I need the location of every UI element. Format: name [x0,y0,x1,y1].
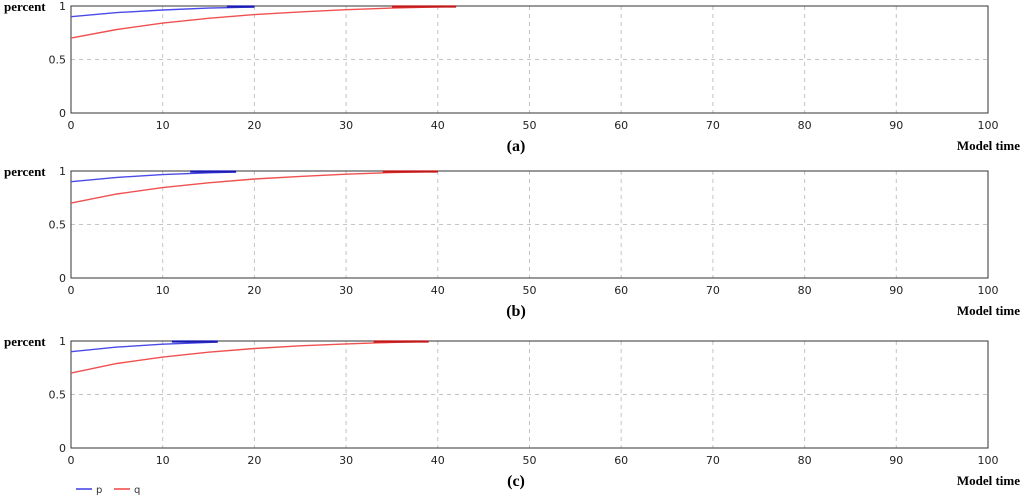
x-tick-label: 90 [889,454,903,467]
chart-panel-2: 0 10 20 30 40 50 60 70 80 90 100 0 0.5 1 percent Model … [4,164,1020,320]
x-axis-label: Model time [957,138,1020,153]
x-tick-label: 70 [706,119,720,132]
chart-panel-3: 0 10 20 30 40 50 60 70 80 90 100 0 0.5 1 percent Model … [4,334,1020,490]
x-tick-label: 80 [798,119,812,132]
x-tick-label: 0 [68,119,75,132]
plot-frame [70,340,989,449]
y-tick-label: 1 [59,0,66,13]
panel-label: (a) [507,138,526,155]
y-tick-label: 0.5 [49,219,67,232]
x-tick-label: 50 [523,284,537,297]
y-tick-label: 0 [59,272,66,285]
x-tick-label: 60 [614,119,628,132]
x-tick-label: 20 [247,454,261,467]
x-axis-label: Model time [957,473,1020,488]
y-tick-label: 1 [59,335,66,348]
x-tick-label: 100 [978,119,999,132]
x-tick-label: 10 [156,119,170,132]
plot-frame [70,170,989,279]
x-tick-label: 80 [798,454,812,467]
x-tick-label: 60 [614,454,628,467]
plot-frame [70,5,989,114]
x-tick-label: 40 [431,454,445,467]
x-axis-label: Model time [957,303,1020,318]
x-tick-label: 70 [706,454,720,467]
panel-label: (c) [507,473,525,490]
panel-label: (b) [506,303,526,320]
series-line-q [70,170,438,204]
x-tick-label: 0 [68,284,75,297]
chart-panel-1: 0 10 20 30 40 50 60 70 80 90 100 0 0.5 1 percent Model … [4,0,1020,155]
x-tick-label: 90 [889,284,903,297]
x-tick-label: 20 [247,119,261,132]
x-tick-label: 30 [339,119,353,132]
series-line-q [70,340,429,374]
x-tick-label: 100 [978,454,999,467]
x-tick-label: 10 [156,284,170,297]
x-tick-label: 80 [798,284,812,297]
x-tick-label: 0 [68,454,75,467]
y-tick-label: 0 [59,107,66,120]
x-tick-label: 100 [978,284,999,297]
x-tick-label: 40 [431,284,445,297]
x-tick-label: 60 [614,284,628,297]
legend-label-p: p [96,485,102,496]
x-tick-label: 70 [706,284,720,297]
series-line-p [70,6,255,18]
y-tick-label: 1 [59,165,66,178]
y-tick-label: 0.5 [49,389,67,402]
y-axis-label: percent [4,164,46,179]
x-tick-label: 30 [339,454,353,467]
x-tick-label: 50 [523,454,537,467]
x-tick-label: 40 [431,119,445,132]
x-tick-label: 50 [523,119,537,132]
x-tick-label: 20 [247,284,261,297]
chart-panels: 0 10 20 30 40 50 60 70 80 90 10000.51percentModel … [4,0,1020,490]
x-tick-label: 30 [339,284,353,297]
x-tick-label: 90 [889,119,903,132]
y-axis-label: percent [4,334,46,349]
y-axis-label: percent [4,0,46,14]
y-tick-label: 0.5 [49,54,67,67]
x-tick-label: 10 [156,454,170,467]
series-line-p [70,171,237,183]
legend-label-q: q [134,485,140,496]
series-line-p [70,341,218,353]
y-tick-label: 0 [59,442,66,455]
